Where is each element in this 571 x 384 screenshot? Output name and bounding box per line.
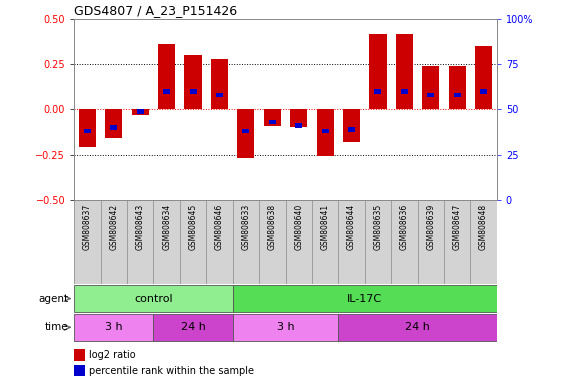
Text: GSM808638: GSM808638	[268, 204, 277, 250]
Bar	[375, 89, 381, 94]
Text: time: time	[45, 322, 69, 333]
Text: GSM808639: GSM808639	[426, 204, 435, 250]
Bar	[216, 93, 223, 97]
Bar	[238, 109, 255, 158]
Text: GSM808640: GSM808640	[294, 204, 303, 250]
Bar	[233, 313, 338, 341]
Bar	[74, 313, 154, 341]
Text: GSM808643: GSM808643	[136, 204, 145, 250]
Bar	[163, 89, 170, 94]
Text: log2 ratio: log2 ratio	[89, 350, 136, 360]
Text: 24 h: 24 h	[405, 322, 430, 333]
Bar	[79, 109, 96, 147]
Bar	[295, 123, 302, 128]
Bar	[449, 66, 466, 109]
Text: GSM808634: GSM808634	[162, 204, 171, 250]
Bar	[321, 129, 328, 133]
Text: GSM808647: GSM808647	[453, 204, 462, 250]
Text: 3 h: 3 h	[277, 322, 294, 333]
Bar	[137, 109, 144, 114]
Bar	[348, 127, 355, 132]
Bar	[132, 109, 149, 115]
Bar	[316, 109, 333, 156]
Text: GSM808645: GSM808645	[188, 204, 198, 250]
Text: GSM808644: GSM808644	[347, 204, 356, 250]
Text: GSM808635: GSM808635	[373, 204, 383, 250]
Bar	[475, 46, 492, 109]
Bar	[154, 313, 233, 341]
Bar	[343, 109, 360, 142]
Text: GSM808637: GSM808637	[83, 204, 92, 250]
Bar	[233, 285, 497, 313]
Bar	[369, 34, 387, 109]
Text: GSM808648: GSM808648	[479, 204, 488, 250]
Bar	[211, 59, 228, 109]
Bar	[74, 285, 233, 313]
Bar	[290, 109, 307, 127]
Text: GSM808641: GSM808641	[320, 204, 329, 250]
Text: GSM808636: GSM808636	[400, 204, 409, 250]
Bar	[243, 129, 250, 133]
Bar	[158, 45, 175, 109]
Text: GSM808633: GSM808633	[242, 204, 251, 250]
Bar	[338, 313, 497, 341]
Bar	[264, 109, 281, 126]
Text: GSM808646: GSM808646	[215, 204, 224, 250]
Bar	[84, 129, 91, 133]
Bar	[427, 93, 434, 97]
Bar	[269, 120, 276, 124]
Text: 24 h: 24 h	[180, 322, 206, 333]
Text: percentile rank within the sample: percentile rank within the sample	[89, 366, 254, 376]
Text: control: control	[134, 293, 173, 304]
Bar	[396, 34, 413, 109]
Bar	[454, 93, 461, 97]
Text: 3 h: 3 h	[105, 322, 123, 333]
Bar	[422, 66, 439, 109]
Bar	[401, 89, 408, 94]
Bar	[110, 125, 117, 130]
Bar	[480, 89, 487, 94]
Text: GDS4807 / A_23_P151426: GDS4807 / A_23_P151426	[74, 4, 238, 17]
Bar	[105, 109, 122, 138]
Text: IL-17C: IL-17C	[347, 293, 383, 304]
Bar	[190, 89, 196, 94]
Bar	[184, 55, 202, 109]
Text: GSM808642: GSM808642	[109, 204, 118, 250]
Text: agent: agent	[38, 293, 69, 304]
